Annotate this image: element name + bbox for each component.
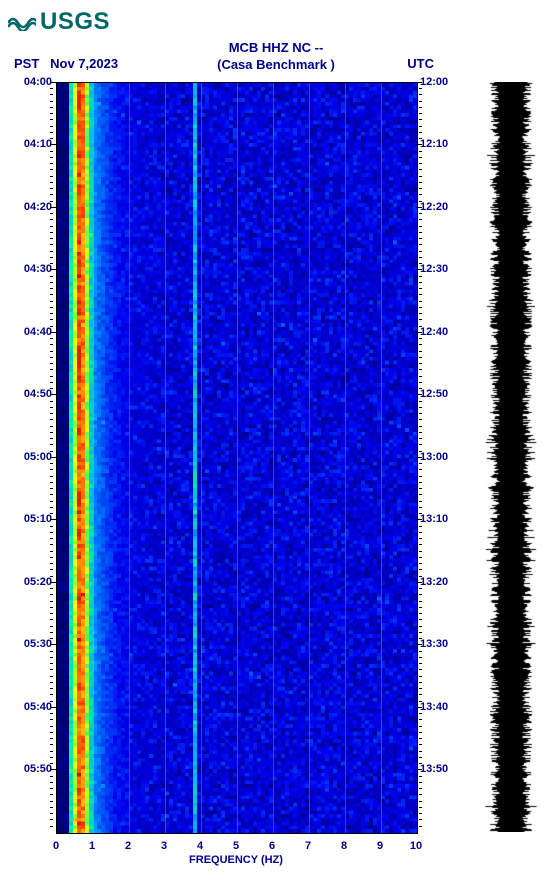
- logo-text: USGS: [40, 8, 110, 36]
- y-left-tick: 05:50: [8, 763, 52, 775]
- y-right-tick: 13:00: [420, 451, 464, 463]
- y-left-tick: 05:30: [8, 638, 52, 650]
- header-left: PST Nov 7,2023: [14, 56, 118, 73]
- x-tick: 4: [197, 840, 203, 852]
- y-left-tick: 05:40: [8, 701, 52, 713]
- y-right-tick: 13:30: [420, 638, 464, 650]
- y-left-tick: 05:10: [8, 513, 52, 525]
- y-right-tick: 12:20: [420, 201, 464, 213]
- y-left-tick: 04:30: [8, 263, 52, 275]
- y-left-tick: 05:00: [8, 451, 52, 463]
- x-axis: 012345678910 FREQUENCY (HZ): [56, 834, 416, 870]
- y-left-tick: 05:20: [8, 576, 52, 588]
- y-right-tick: 13:10: [420, 513, 464, 525]
- x-tick: 3: [161, 840, 167, 852]
- y-right-tick: 13:40: [420, 701, 464, 713]
- y-right-tick: 12:00: [420, 76, 464, 88]
- usgs-logo: USGS: [8, 8, 544, 36]
- y-left-tick: 04:00: [8, 76, 52, 88]
- left-tz: PST: [14, 56, 39, 71]
- y-right-tick: 12:30: [420, 263, 464, 275]
- waveform-canvas: [484, 82, 538, 832]
- header-right: UTC: [407, 56, 434, 73]
- x-axis-label: FREQUENCY (HZ): [56, 854, 416, 866]
- y-right-tick: 12:10: [420, 138, 464, 150]
- y-right-tick: 12:50: [420, 388, 464, 400]
- right-tz: UTC: [407, 56, 434, 71]
- x-tick: 10: [410, 840, 422, 852]
- y-right-tick: 13:50: [420, 763, 464, 775]
- y-left-tick: 04:20: [8, 201, 52, 213]
- waveform-panel: [484, 82, 538, 832]
- x-tick: 1: [89, 840, 95, 852]
- x-tick: 2: [125, 840, 131, 852]
- x-tick: 7: [305, 840, 311, 852]
- y-left-tick: 04:40: [8, 326, 52, 338]
- x-tick: 0: [53, 840, 59, 852]
- y-right-tick: 12:40: [420, 326, 464, 338]
- x-tick: 8: [341, 840, 347, 852]
- x-tick: 5: [233, 840, 239, 852]
- header-date: Nov 7,2023: [50, 56, 118, 71]
- title-line1: MCB HHZ NC --: [8, 40, 544, 57]
- x-tick: 9: [377, 840, 383, 852]
- y-right-tick: 13:20: [420, 576, 464, 588]
- plot-area: 04:0004:1004:2004:3004:4004:5005:0005:10…: [8, 82, 544, 872]
- wave-icon: [8, 13, 36, 31]
- spectrogram: [56, 82, 418, 834]
- y-left-tick: 04:10: [8, 138, 52, 150]
- y-left-tick: 04:50: [8, 388, 52, 400]
- chart-header: MCB HHZ NC -- PST Nov 7,2023 (Casa Bench…: [8, 40, 544, 74]
- x-tick: 6: [269, 840, 275, 852]
